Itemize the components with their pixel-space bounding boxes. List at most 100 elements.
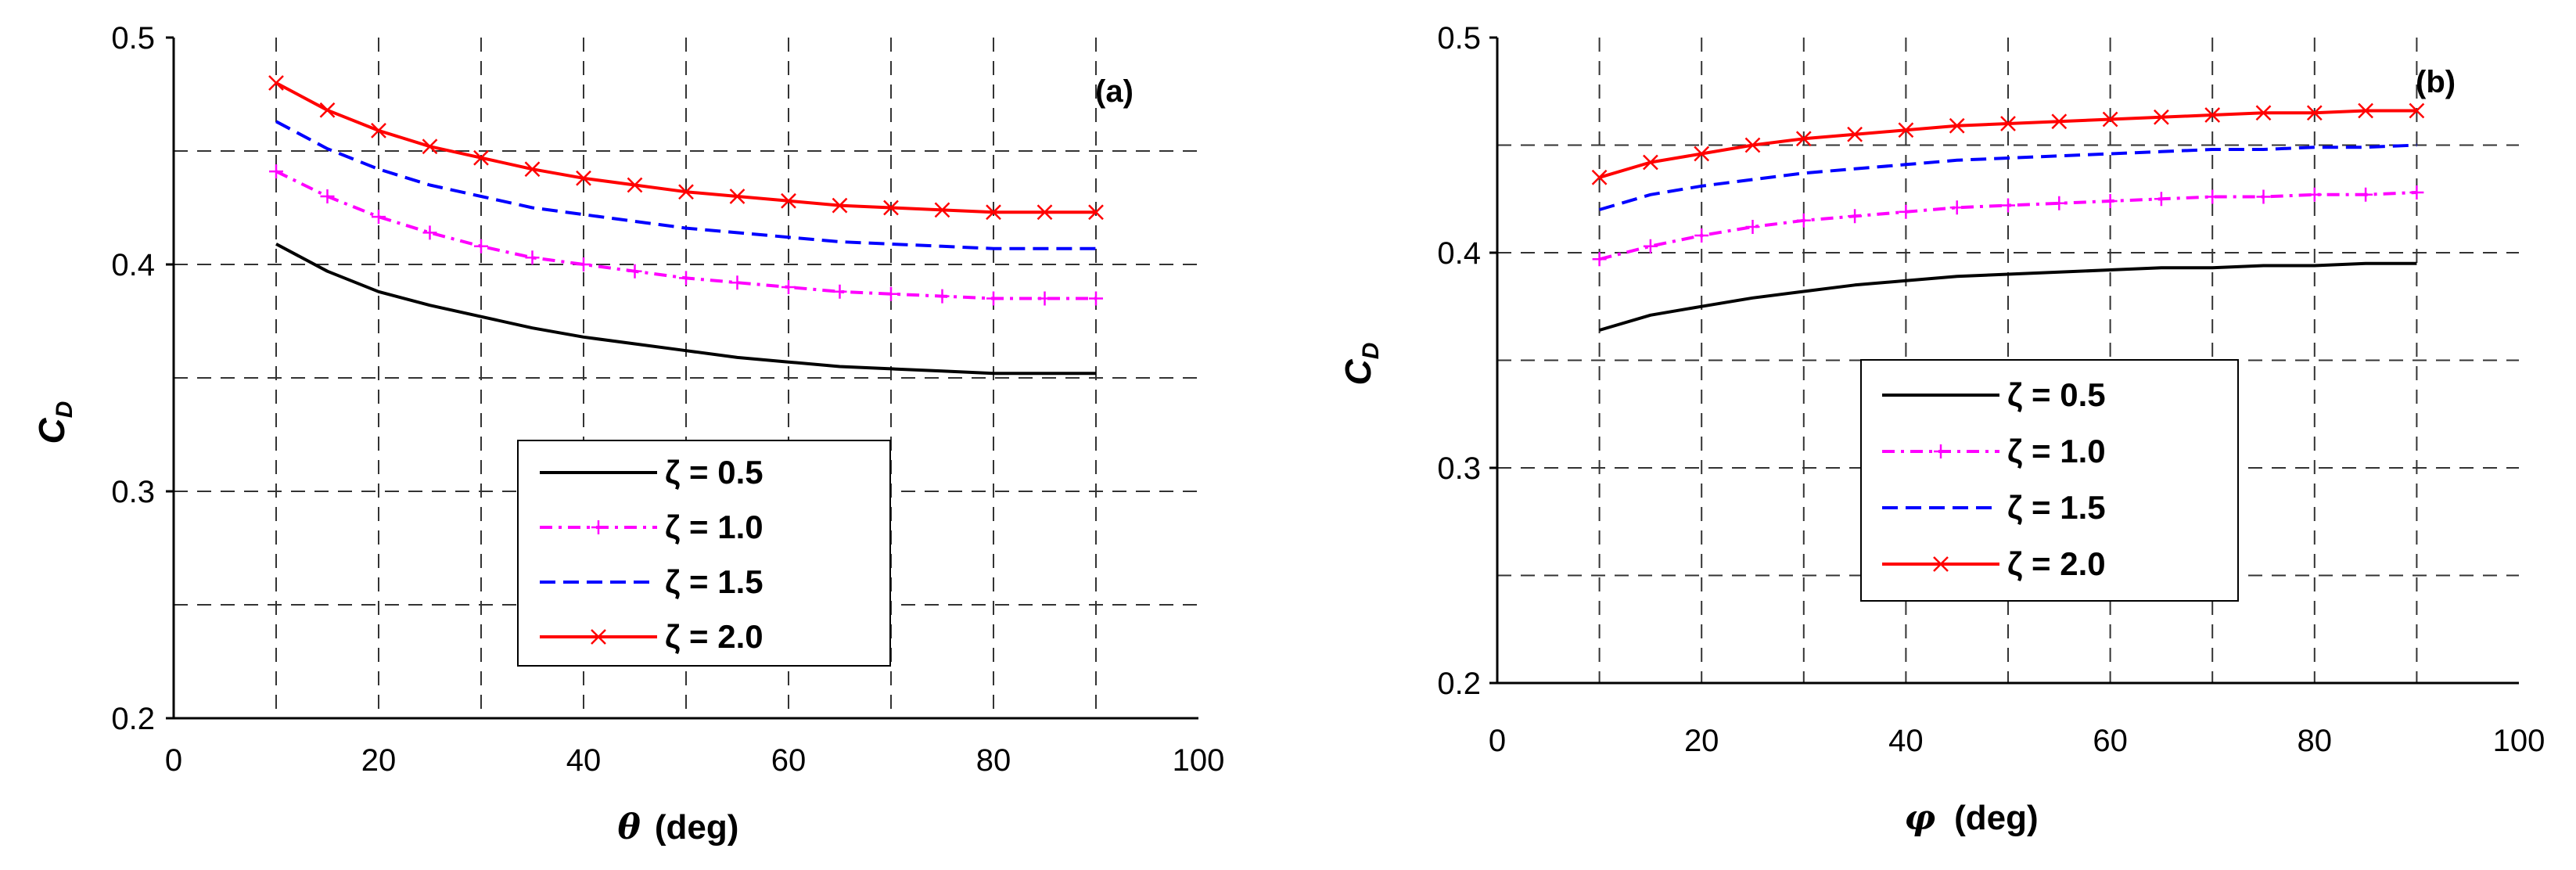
data-point-marker [1591, 169, 1608, 185]
data-point-marker [2001, 198, 2015, 213]
data-point-marker [627, 177, 643, 193]
data-point-marker [1694, 146, 1710, 162]
x-tick-label: 0 [1489, 724, 1506, 758]
legend-box [517, 440, 891, 667]
y-tick-label: 0.2 [111, 702, 155, 736]
y-tick-label: 0.3 [111, 475, 155, 509]
legend-entry-label: ζ = 1.0 [665, 509, 763, 545]
data-point-marker [422, 138, 438, 155]
data-point-marker [525, 250, 540, 265]
y-tick-label: 0.3 [1437, 451, 1481, 486]
panel-a-y-axis-title: CD [31, 401, 77, 444]
data-point-marker [986, 291, 1001, 306]
panel-a-tick-labels: 0.2 0.3 0.4 0.5 0 20 40 60 80 100 [111, 21, 1224, 778]
series-line-zeta-1 [1599, 261, 2417, 332]
data-point-marker [269, 164, 283, 179]
y-tick-label: 0.4 [111, 248, 155, 282]
data-point-marker [1745, 220, 1760, 234]
data-point-marker [2255, 105, 2272, 121]
panel-b-series [1591, 102, 2425, 332]
data-point-marker [1643, 154, 1658, 171]
data-point-marker [832, 284, 847, 299]
data-point-marker [934, 202, 950, 218]
data-point-marker [1848, 209, 1863, 224]
data-point-marker [2307, 187, 2322, 202]
data-point-marker [1899, 204, 1913, 219]
x-tick-label: 60 [771, 743, 807, 778]
data-point-marker [2154, 192, 2168, 207]
x-tick-label: 60 [2093, 724, 2128, 758]
panel-a-x-axis-title: θ (deg) [618, 807, 739, 847]
legend-entry-label: ζ = 0.5 [665, 454, 763, 491]
data-point-marker [1898, 122, 1914, 138]
data-point-marker [2204, 107, 2221, 123]
legend-entry-label: ζ = 2.0 [665, 618, 763, 655]
data-point-marker [1796, 213, 1811, 228]
panel-a-label: (a) [1095, 74, 1134, 109]
panel-b-plot-area [1496, 38, 2519, 685]
x-tick-label: 40 [1888, 724, 1924, 758]
data-point-marker [2306, 105, 2323, 121]
data-point-marker [2409, 102, 2425, 119]
data-point-marker [1088, 204, 1104, 221]
data-point-marker [268, 75, 284, 91]
data-point-marker [591, 520, 605, 534]
data-point-marker [832, 197, 848, 214]
panel-b-y-axis-title: CD [1338, 343, 1384, 386]
data-point-marker [591, 629, 606, 645]
y-tick-label: 0.5 [1437, 21, 1481, 56]
panel-b-x-axis-title: φ (deg) [1904, 798, 2038, 838]
data-point-marker [577, 257, 591, 271]
data-point-marker [474, 239, 488, 253]
data-point-marker [781, 192, 796, 209]
data-point-marker [1643, 239, 1658, 253]
legend-entry-label: ζ = 1.5 [2007, 489, 2106, 526]
data-point-marker [319, 102, 336, 118]
data-point-marker [2358, 102, 2373, 119]
data-point-marker [371, 123, 386, 138]
data-point-marker [320, 189, 335, 203]
panel-b-legend: ζ = 0.5 ζ = 1.0 ζ = 1.5 ζ = 2.0 [1860, 359, 2239, 602]
x-tick-label: 80 [976, 743, 1011, 778]
data-point-marker [730, 275, 745, 290]
x-tick-label: 20 [361, 743, 397, 778]
panel-a: 0.2 0.3 0.4 0.5 0 20 40 60 80 100 (a) CD θ (deg) ζ… [31, 21, 1224, 847]
data-point-marker [1949, 117, 1965, 134]
x-tick-label: 20 [1684, 724, 1719, 758]
legend-entry-label: ζ = 1.5 [665, 563, 763, 600]
data-point-marker [1694, 228, 1709, 243]
panel-b-tick-labels: 0.2 0.3 0.4 0.5 0 20 40 60 80 100 [1437, 21, 2545, 758]
series-line-zeta-3 [275, 120, 1096, 250]
y-tick-label: 0.4 [1437, 236, 1481, 271]
data-point-marker [1037, 204, 1053, 221]
x-tick-label: 0 [165, 743, 182, 778]
data-point-marker [524, 161, 541, 178]
legend-entry-label: ζ = 2.0 [2007, 545, 2106, 582]
data-point-marker [986, 204, 1001, 221]
data-point-marker [1847, 126, 1863, 142]
data-point-marker [1037, 291, 1052, 306]
data-point-marker [1934, 444, 1948, 458]
x-tick-label: 100 [2493, 724, 2545, 758]
data-point-marker [2103, 194, 2118, 208]
y-tick-label: 0.5 [111, 21, 155, 56]
data-point-marker [2000, 116, 2016, 131]
data-point-marker [1795, 131, 1812, 147]
data-point-marker [2102, 111, 2118, 128]
data-point-marker [884, 286, 898, 301]
data-point-marker [2256, 189, 2271, 204]
data-point-marker [1592, 252, 1607, 267]
data-point-marker [883, 200, 899, 216]
data-point-marker [422, 225, 437, 240]
legend-box [1860, 359, 2239, 602]
data-point-marker [372, 210, 386, 225]
data-point-marker [2051, 113, 2068, 130]
legend-entry-label: ζ = 0.5 [2007, 376, 2106, 413]
data-point-marker [729, 189, 745, 204]
panel-a-series [268, 75, 1104, 376]
data-point-marker [473, 149, 489, 166]
data-point-marker [1089, 291, 1103, 306]
data-point-marker [2409, 185, 2424, 200]
y-tick-label: 0.2 [1437, 667, 1481, 701]
